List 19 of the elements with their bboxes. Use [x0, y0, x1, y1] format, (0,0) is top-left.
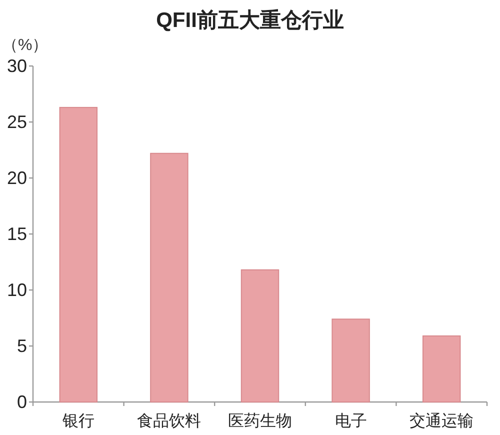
y-tick-label: 5: [16, 336, 27, 356]
bar: [332, 318, 370, 402]
bar: [150, 152, 188, 402]
y-tick-label: 20: [6, 168, 27, 188]
x-tick-label: 食品饮料: [137, 412, 202, 430]
x-tick-label: 医药生物: [228, 412, 292, 430]
bar: [240, 269, 280, 402]
y-tick-label: 25: [6, 112, 27, 132]
y-axis-title: （%）: [2, 37, 48, 54]
y-tick-label: 30: [6, 56, 27, 76]
y-tick-label: 0: [16, 392, 27, 412]
y-tick-label: 15: [6, 224, 27, 244]
chart-title: QFII前五大重仓行业: [156, 9, 344, 32]
x-tick-label: 电子: [334, 412, 367, 430]
y-tick-label: 10: [6, 280, 27, 300]
bar: [422, 335, 461, 402]
x-tick-label: 银行: [61, 413, 94, 430]
bar: [59, 106, 98, 402]
x-tick-label: 交通运输: [410, 412, 474, 430]
